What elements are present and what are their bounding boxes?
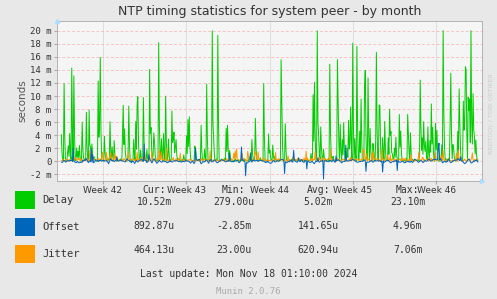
Text: Munin 2.0.76: Munin 2.0.76 [216, 287, 281, 296]
Text: 23.00u: 23.00u [216, 245, 251, 255]
Text: 23.10m: 23.10m [390, 197, 425, 207]
Text: Avg:: Avg: [306, 185, 330, 195]
Text: Max:: Max: [396, 185, 419, 195]
Text: 464.13u: 464.13u [134, 245, 174, 255]
Text: Last update: Mon Nov 18 01:10:00 2024: Last update: Mon Nov 18 01:10:00 2024 [140, 269, 357, 279]
Text: 141.65u: 141.65u [298, 221, 338, 231]
Text: RRDTOOL / TOBI OETIKER: RRDTOOL / TOBI OETIKER [489, 73, 494, 154]
Text: Cur:: Cur: [142, 185, 166, 195]
Text: 620.94u: 620.94u [298, 245, 338, 255]
Text: Jitter: Jitter [42, 249, 80, 259]
Y-axis label: seconds: seconds [17, 80, 27, 122]
Text: 10.52m: 10.52m [137, 197, 171, 207]
Text: 892.87u: 892.87u [134, 221, 174, 231]
Text: -2.85m: -2.85m [216, 221, 251, 231]
Text: Min:: Min: [222, 185, 246, 195]
Text: Delay: Delay [42, 195, 74, 205]
Title: NTP timing statistics for system peer - by month: NTP timing statistics for system peer - … [118, 5, 421, 18]
Text: Offset: Offset [42, 222, 80, 232]
Text: 4.96m: 4.96m [393, 221, 422, 231]
Text: 279.00u: 279.00u [213, 197, 254, 207]
Text: 7.06m: 7.06m [393, 245, 422, 255]
Text: 5.02m: 5.02m [303, 197, 333, 207]
